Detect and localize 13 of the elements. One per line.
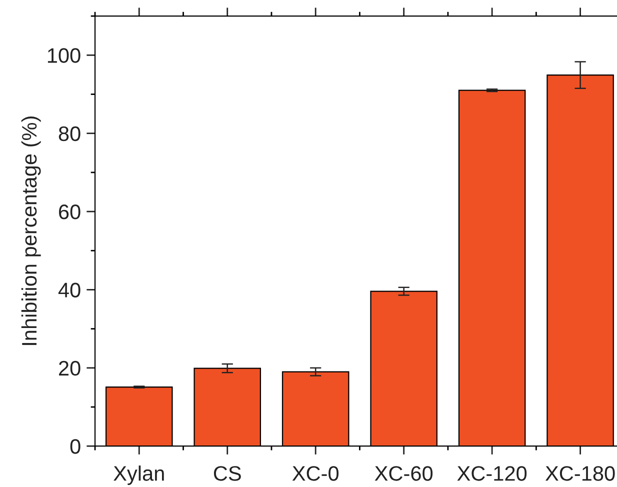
x-tick-label: XC-0	[292, 466, 339, 481]
y-tick-label: 0	[70, 439, 80, 454]
y-tick-label: 100	[48, 48, 80, 63]
y-tick-label: 60	[59, 204, 80, 220]
y-axis-title: Inhibition percentage (%)	[21, 116, 41, 345]
x-tick-label: Xylan	[114, 466, 164, 485]
x-tick-label: XC-120	[457, 466, 527, 481]
y-tick-label: 40	[58, 282, 80, 298]
x-tick-label: XC-180	[545, 466, 615, 481]
y-tick-label: 80	[58, 126, 80, 142]
x-tick-label: XC-60	[374, 466, 433, 481]
y-tick-label: 20	[59, 360, 80, 376]
x-tick-label: CS	[214, 466, 241, 481]
